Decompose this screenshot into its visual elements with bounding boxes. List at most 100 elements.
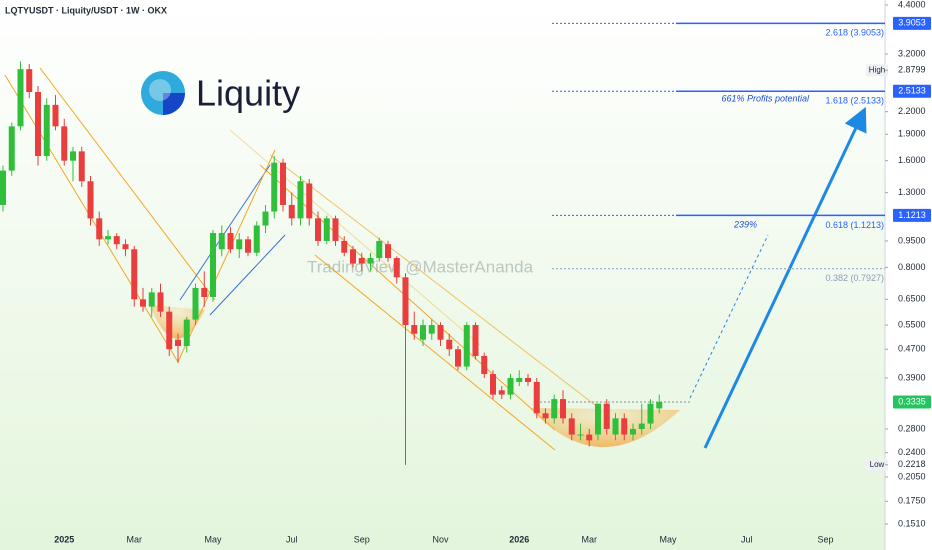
y-tick-label: 1.6000 [898,155,926,165]
candle-body [166,311,173,350]
candle-body [52,104,59,127]
candle-body [551,399,558,419]
candle-body [78,151,85,182]
candle-body [218,233,225,250]
price-marker [893,208,931,222]
candle-body [428,325,435,334]
extreme-value: 0.2218 [898,459,926,469]
candle-body [455,349,461,367]
candle-body [568,418,575,435]
x-tick-label: 2026 [509,534,529,544]
y-tick-label: 4.4000 [898,0,926,9]
x-tick-label: Jul [741,534,753,544]
candle-body [157,292,164,312]
logo-text: Liquity [196,73,300,114]
y-tick-label: 1.9000 [898,129,926,139]
candle-body [236,239,243,250]
x-tick-label: 2025 [54,534,74,544]
candle-body [420,325,426,340]
candle-body [192,287,199,320]
annotation: 239% [733,219,757,229]
y-tick-label: 2.2000 [898,106,926,116]
x-tick-label: Jul [286,534,298,544]
y-tick-label: 0.3900 [898,372,926,382]
candle-body [122,244,129,250]
candle-body [533,381,540,414]
candle-body [43,104,50,156]
candle-body [0,170,6,205]
target-arrow [703,106,867,449]
price-marker-label: 2.5133 [898,86,926,96]
bottom-bowl [150,305,205,339]
extreme-label: Low [870,460,885,469]
price-marker [893,84,931,98]
candle-body [507,377,514,395]
y-tick-label: 0.2400 [898,447,926,457]
x-tick-label: May [659,534,677,544]
y-tick-label: 0.1750 [898,496,926,506]
candle-body [201,287,208,297]
x-tick-label: Sep [354,534,370,544]
y-tick-label: 0.1510 [898,518,926,528]
candle-body [315,218,321,241]
x-tick-label: Nov [432,534,449,544]
candle-body [358,258,365,264]
candle-body [87,181,94,219]
candle-body [638,423,645,429]
candle-body [516,377,523,382]
symbol-title: LQTYUSDT · Liquity/USDT · 1W · OKX [5,5,167,15]
fib-label: 0.382 (0.7927) [825,273,884,283]
candle-body [542,413,549,419]
candle-body [323,218,330,241]
candle-body [183,319,190,347]
candle-body [490,374,496,395]
candle-body [446,339,453,350]
y-tick-label: 0.6500 [898,294,926,304]
candle-body [656,402,663,409]
candle-body [306,183,313,219]
candle-body [113,236,120,245]
candle-body [621,418,628,435]
candle-body [140,299,146,307]
projection-arrow [689,234,769,399]
extreme-value: 2.8799 [898,65,926,75]
candle-body [70,151,76,161]
candle-body [612,418,619,435]
candle-body [385,244,391,259]
y-tick-label: 1.3000 [898,187,926,197]
y-tick-label: 0.2800 [898,423,926,433]
candle-body [647,403,654,424]
candle-body [280,162,286,205]
candle-body [376,240,383,259]
candle-body [288,204,295,219]
candle-body [411,325,418,334]
candle-body [367,258,374,264]
price-marker-label: 0.3335 [898,396,926,406]
fib-label: 1.618 (2.5133) [825,96,884,106]
price-marker-label: 3.9053 [898,18,926,28]
candle-body [350,249,356,264]
candle-body [227,233,234,250]
candle-body [463,325,470,367]
price-marker [893,395,931,409]
candle-body [253,225,260,253]
y-tick-label: 0.2050 [898,471,926,481]
price-marker-label: 1.1213 [898,210,926,220]
candle-body [148,292,155,307]
candle-body [61,126,68,161]
candle-body [595,403,601,435]
candle-body [586,434,593,441]
candle-body [35,92,41,156]
candle-body [297,181,304,219]
extreme-tag [866,64,888,77]
candle-body [210,233,216,297]
candle-body [393,258,400,278]
y-tick-label: 0.8000 [898,262,926,272]
y-tick-label: 3.2000 [898,48,926,58]
candle-body [262,211,269,226]
x-tick-label: Mar [582,534,598,544]
candle-body [630,428,636,435]
candle-body [105,236,111,240]
candle-body [560,399,566,419]
logo: Liquity [141,71,300,115]
